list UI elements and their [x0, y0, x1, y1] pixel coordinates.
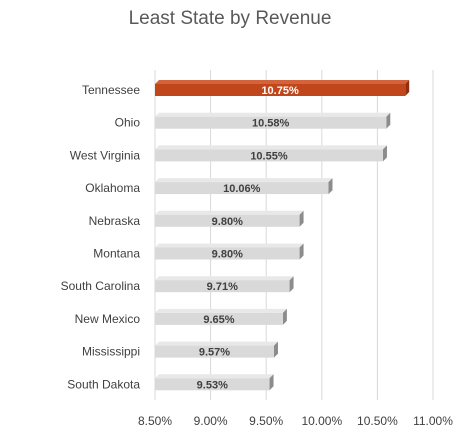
- bar-front-face: [155, 116, 387, 129]
- x-tick-label: 9.50%: [249, 414, 283, 428]
- category-label: Montana: [93, 247, 140, 261]
- bar-top-face: [155, 341, 278, 346]
- bar-south-carolina: 9.71%: [155, 276, 294, 293]
- bar-side-face: [299, 243, 304, 260]
- bar-top-face: [155, 308, 287, 313]
- bar-front-face: [155, 378, 270, 391]
- category-label: New Mexico: [75, 312, 141, 326]
- bar-side-face: [405, 80, 410, 96]
- category-labels: Tennessee Ohio West Virginia Oklahoma Nebras…: [61, 83, 141, 391]
- bars: 10.75% 10.58% 10.55% 10.06% 9.80% 9.80% 9.71% 9…: [155, 80, 410, 391]
- bar-nebraska: 9.80%: [155, 210, 304, 228]
- category-label: Nebraska: [89, 214, 141, 228]
- data-label: 9.53%: [197, 379, 228, 391]
- bar-oklahoma: 10.06%: [155, 178, 333, 195]
- bar-side-face: [386, 112, 391, 129]
- bar-front-face: [155, 280, 290, 293]
- bar-ohio: 10.58%: [155, 112, 391, 130]
- category-label: Mississippi: [82, 345, 140, 359]
- bar-front-face: [155, 182, 329, 195]
- bar-top-face: [155, 276, 294, 281]
- category-label: South Carolina: [61, 279, 141, 293]
- data-label: 9.71%: [207, 281, 238, 293]
- data-label: 10.75%: [261, 85, 299, 97]
- category-label: South Dakota: [67, 377, 140, 391]
- category-label: Tennessee: [82, 83, 140, 97]
- bar-side-face: [269, 374, 274, 391]
- bar-front-face: [155, 345, 274, 358]
- bar-front-face: [155, 149, 383, 162]
- x-tick-label: 8.50%: [138, 414, 172, 428]
- bar-top-face: [155, 210, 304, 215]
- bar-side-face: [282, 308, 287, 325]
- bar-side-face: [299, 210, 304, 227]
- bar-new-mexico: 9.65%: [155, 308, 287, 326]
- x-tick-label: 10.50%: [357, 414, 398, 428]
- bar-front-face: [155, 84, 406, 96]
- bar-tennessee: 10.75%: [155, 80, 410, 97]
- bar-front-face: [155, 312, 283, 325]
- bar-top-face: [155, 374, 274, 379]
- bar-top-face: [155, 178, 333, 183]
- data-label: 9.57%: [199, 347, 230, 359]
- x-tick-label: 9.00%: [194, 414, 228, 428]
- bar-front-face: [155, 214, 300, 227]
- data-label: 10.55%: [250, 150, 288, 162]
- bar-top-face: [155, 112, 391, 117]
- x-tick-label: 10.00%: [301, 414, 342, 428]
- bar-top-face: [155, 80, 410, 84]
- chart-title: Least State by Revenue: [129, 8, 332, 29]
- bar-side-face: [289, 276, 294, 293]
- bar-side-face: [273, 341, 278, 358]
- bar-montana: 9.80%: [155, 243, 304, 261]
- category-label: Ohio: [115, 116, 141, 130]
- bar-side-face: [382, 145, 387, 162]
- bar-front-face: [155, 247, 300, 260]
- bar-top-face: [155, 145, 387, 150]
- data-label: 10.58%: [252, 118, 290, 130]
- data-label: 10.06%: [223, 183, 261, 195]
- data-label: 9.80%: [212, 216, 243, 228]
- x-tick-label: 11.00%: [413, 414, 453, 428]
- bar-south-dakota: 9.53%: [155, 374, 274, 391]
- bar-west-virginia: 10.55%: [155, 145, 387, 162]
- data-label: 9.80%: [212, 249, 243, 261]
- bar-mississippi: 9.57%: [155, 341, 278, 359]
- category-label: Oklahoma: [85, 181, 140, 195]
- x-axis-tick-labels: 8.50% 9.00% 9.50% 10.00% 10.50% 11.00%: [138, 414, 453, 428]
- category-label: West Virginia: [70, 148, 141, 162]
- bar-top-face: [155, 243, 304, 248]
- data-label: 9.65%: [203, 314, 234, 326]
- bar-side-face: [328, 178, 333, 195]
